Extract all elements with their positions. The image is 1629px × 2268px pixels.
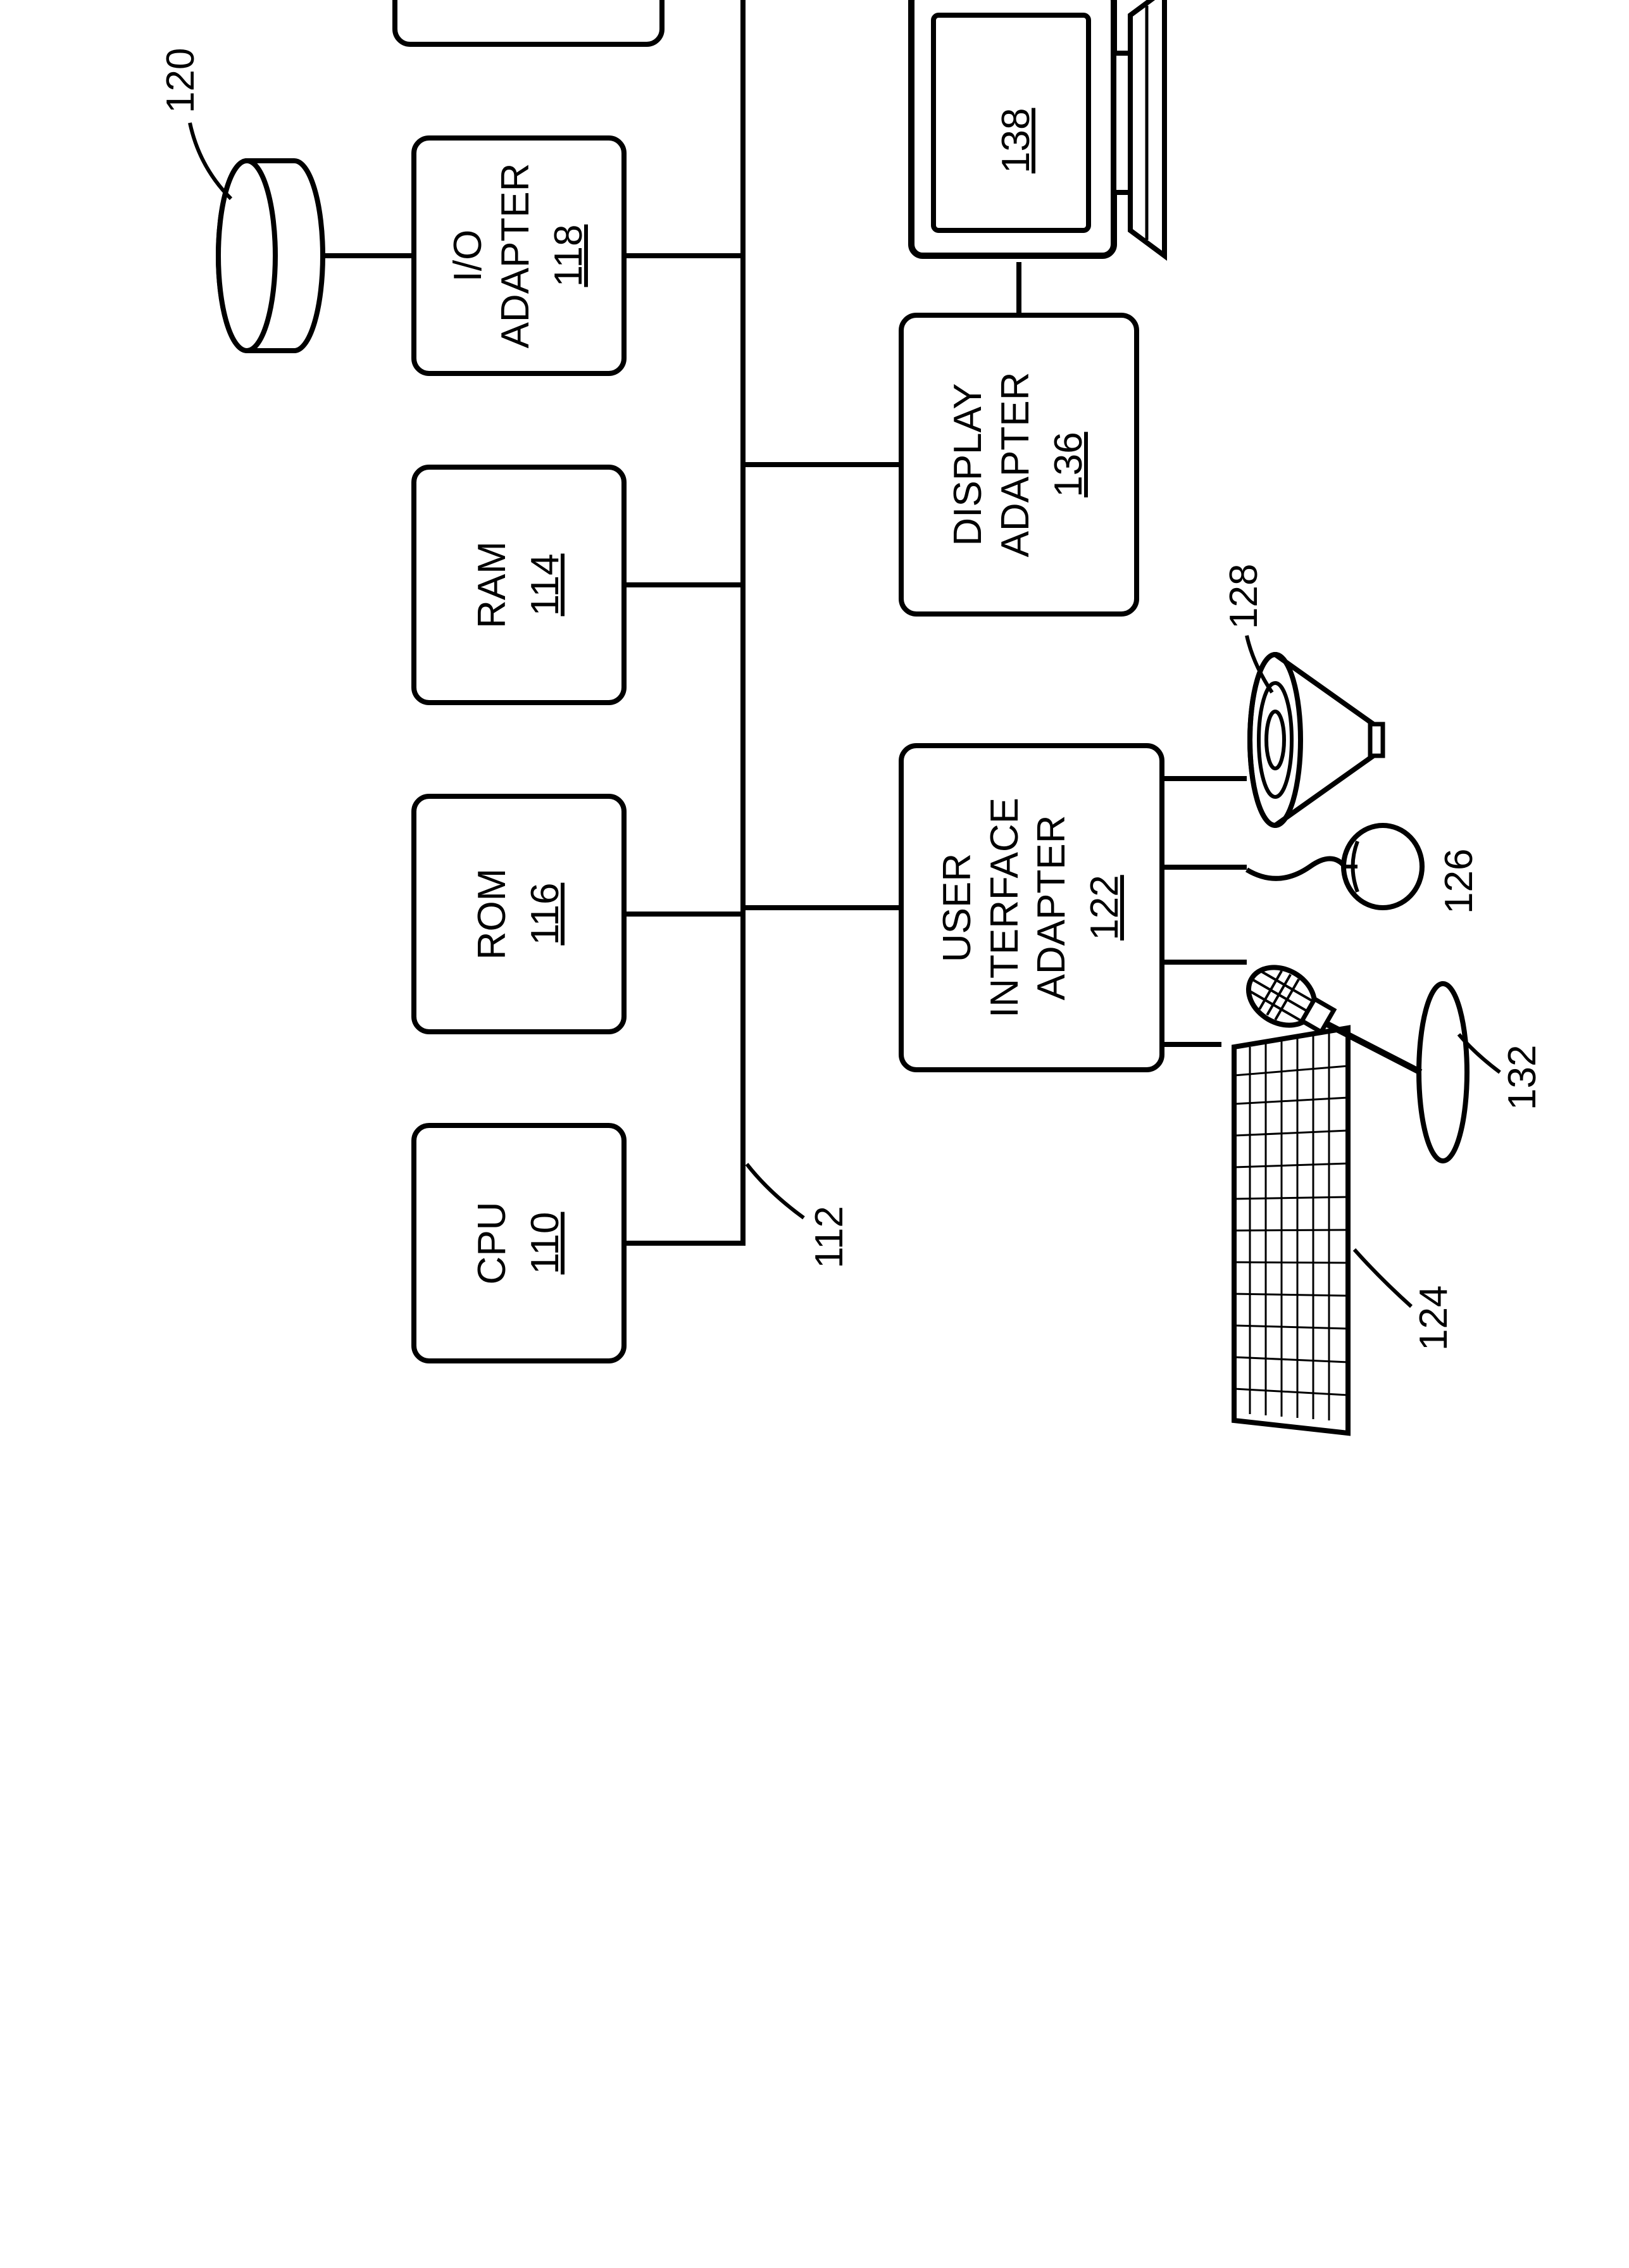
io-adapter-block: I/O ADAPTER 118 — [411, 135, 627, 376]
io-adapter-label: I/O ADAPTER — [445, 163, 539, 349]
keyboard-ref-label: 124 — [1411, 1286, 1456, 1351]
disk-ref-label: 120 — [158, 48, 203, 113]
user-interface-adapter-ref: 122 — [1082, 875, 1128, 940]
bus-ref-label: 112 — [807, 1206, 852, 1269]
keyboard-connector — [1164, 1042, 1221, 1047]
cpu-block: CPU 110 — [411, 1123, 627, 1363]
disk-connector — [323, 253, 411, 258]
monitor-connector — [1016, 262, 1021, 313]
mouse-ref-label: 126 — [1437, 849, 1482, 914]
user-interface-adapter-block: USER INTERFACE ADAPTER 122 — [899, 743, 1164, 1072]
disk-leader — [180, 104, 244, 205]
ram-connector — [627, 582, 740, 587]
bus-line — [740, 0, 746, 1246]
ram-label: RAM — [469, 541, 516, 629]
comm-adapter-block: COMMUNICATION ADAPTER 134 — [392, 0, 665, 47]
cpu-label: CPU — [469, 1202, 516, 1285]
ram-ref: 114 — [522, 554, 569, 617]
diagram-root: CPU 110 ROM 116 RAM 114 I/O ADAPTER 118 … — [0, 0, 1629, 1629]
rom-ref: 116 — [522, 883, 569, 946]
speaker-leader — [1240, 629, 1278, 699]
display-adapter-label: DISPLAY ADAPTER — [945, 372, 1039, 558]
io-connector — [627, 253, 740, 258]
display-adapter-block: DISPLAY ADAPTER 136 — [899, 313, 1139, 617]
keyboard-leader — [1351, 1237, 1421, 1313]
mic-connector — [1164, 960, 1247, 965]
monitor-ref-label: 138 — [994, 108, 1039, 173]
cpu-ref: 110 — [522, 1212, 569, 1275]
io-adapter-ref: 118 — [546, 225, 592, 287]
microphone-icon — [1247, 946, 1475, 1174]
ram-block: RAM 114 — [411, 465, 627, 705]
cpu-connector — [627, 1241, 740, 1246]
rom-label: ROM — [469, 868, 516, 960]
display-adapter-ref: 136 — [1045, 432, 1092, 497]
mouse-connector — [1164, 865, 1247, 870]
rom-connector — [627, 912, 740, 917]
bus-leader — [744, 1155, 813, 1224]
mic-ref-label: 132 — [1500, 1045, 1545, 1110]
display-adapter-connector — [740, 462, 899, 467]
rom-block: ROM 116 — [411, 794, 627, 1034]
mic-leader — [1456, 1015, 1506, 1079]
user-interface-adapter-label: USER INTERFACE ADAPTER — [934, 798, 1075, 1018]
speaker-connector — [1164, 776, 1247, 781]
speaker-ref-label: 128 — [1221, 564, 1266, 629]
user-adapter-connector — [740, 905, 899, 910]
